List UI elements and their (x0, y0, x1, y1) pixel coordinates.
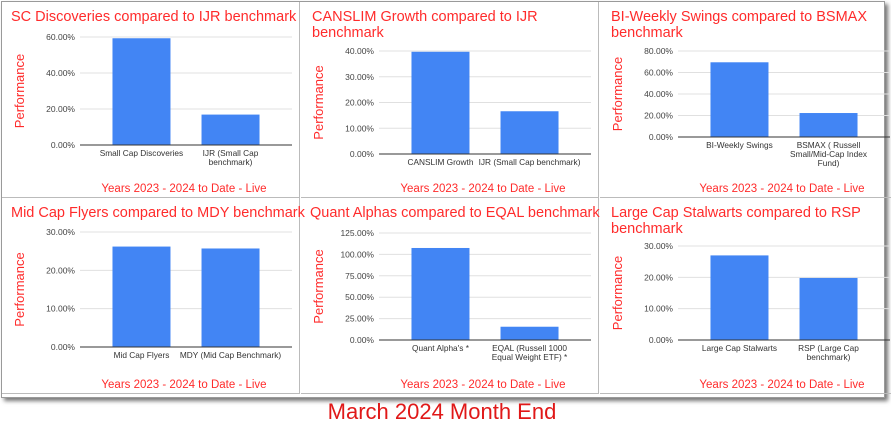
month-end-caption: March 2024 Month End (327, 399, 557, 424)
x-tick-label: CANSLIM Growth (408, 157, 474, 167)
y-tick-label: 75.00% (345, 271, 374, 281)
x-tick-label: MDY (Mid Cap Benchmark) (180, 350, 282, 360)
x-tick-label: EQAL (Russell 1000 (492, 343, 567, 353)
bar (710, 255, 769, 340)
y-tick-label: 80.00% (644, 46, 673, 56)
bar-chart: 0.00% 20.00% 40.00% 60.00% Small Cap Discove… (12, 32, 292, 195)
x-tick-label: benchmark) (209, 157, 253, 167)
x-tick-label: BSMAX ( Russell (797, 140, 861, 150)
y-tick-label: 10.00% (46, 304, 75, 314)
y-tick-label: 60.00% (46, 32, 75, 42)
y-tick-label: 60.00% (644, 68, 673, 78)
chart-panel: 0.00% 10.00% 20.00% 30.00% Large Cap Stalwar… (600, 198, 891, 394)
y-tick-label: 40.00% (345, 46, 374, 56)
y-tick-label: 30.00% (345, 72, 374, 82)
y-axis-label: Performance (610, 256, 625, 330)
y-tick-label: 20.00% (46, 104, 75, 114)
chart-title: Quant Alphas compared to EQAL benchmark (310, 205, 600, 221)
y-tick-label: 0.00% (350, 149, 375, 159)
x-tick-label: Fund) (818, 158, 840, 168)
bar-chart: 0.00% 10.00% 20.00% 30.00% Mid Cap Flyers MDY… (12, 227, 292, 391)
x-axis-label: Years 2023 - 2024 to Date - Live (400, 379, 565, 391)
bar-chart: 0.00% 20.00% 40.00% 60.00% 80.00% BI-Weekly S… (610, 46, 890, 195)
x-axis-label: Years 2023 - 2024 to Date - Live (101, 379, 266, 391)
x-tick-label: benchmark) (807, 352, 851, 362)
bar-chart: 0.00% 25.00% 50.00% 75.00% 100.00% 125.00% Qua… (311, 228, 591, 391)
bar-chart: 0.00% 10.00% 20.00% 30.00% Large Cap Stalwar… (610, 241, 890, 391)
y-tick-label: 0.00% (51, 140, 76, 150)
chart-panel: 0.00% 10.00% 20.00% 30.00% Mid Cap Flyers MDY… (2, 198, 305, 394)
bar (799, 277, 858, 340)
chart-panel: 0.00% 20.00% 40.00% 60.00% Small Cap Discove… (2, 2, 300, 198)
chart-title: CANSLIM Growth compared to IJR benchmark (312, 9, 538, 41)
x-tick-label: RSP (Large Cap (798, 343, 859, 353)
y-tick-label: 30.00% (46, 227, 75, 237)
y-tick-label: 20.00% (644, 272, 673, 282)
bar (201, 114, 260, 145)
y-tick-label: 20.00% (345, 98, 374, 108)
x-tick-label: IJR (Small Cap benchmark) (479, 157, 581, 167)
x-tick-label: BI-Weekly Swings (706, 140, 773, 150)
bar (710, 62, 769, 137)
y-tick-label: 50.00% (345, 292, 374, 302)
chart-title: SC Discoveries compared to IJR benchmark (11, 9, 297, 25)
y-axis-label: Performance (12, 54, 27, 128)
chart-panel: 0.00% 10.00% 20.00% 30.00% 40.00% CANSLIM Gro… (301, 2, 599, 198)
y-tick-label: 0.00% (350, 335, 375, 345)
bar (112, 246, 171, 347)
x-tick-label: Mid Cap Flyers (114, 350, 170, 360)
y-tick-label: 0.00% (51, 342, 76, 352)
x-tick-label: IJR (Small Cap (203, 148, 259, 158)
chart-panel: 0.00% 25.00% 50.00% 75.00% 100.00% 125.00% Qua… (301, 198, 600, 394)
y-tick-label: 0.00% (649, 132, 674, 142)
bar (411, 247, 470, 340)
y-tick-label: 100.00% (340, 249, 374, 259)
bar (500, 326, 559, 340)
bar-chart: 0.00% 10.00% 20.00% 30.00% 40.00% CANSLIM Gro… (311, 46, 591, 195)
chart-title: Mid Cap Flyers compared to MDY benchmark (11, 205, 305, 221)
y-tick-label: 0.00% (649, 335, 674, 345)
x-axis-label: Years 2023 - 2024 to Date - Live (699, 183, 864, 195)
y-tick-label: 30.00% (644, 241, 673, 251)
bar (112, 38, 171, 146)
y-tick-label: 20.00% (46, 265, 75, 275)
x-axis-label: Years 2023 - 2024 to Date - Live (101, 183, 266, 195)
x-tick-label: Quant Alpha's * (412, 343, 470, 353)
x-tick-label: Small Cap Discoveries (100, 148, 183, 158)
y-axis-label: Performance (311, 249, 326, 323)
x-tick-label: Equal Weight ETF) * (492, 352, 568, 362)
chart-title: Large Cap Stalwarts compared to RSP benc… (611, 205, 861, 237)
chart-title: BI-Weekly Swings compared to BSMAX bench… (611, 9, 867, 41)
y-axis-label: Performance (610, 57, 625, 131)
bar (799, 113, 858, 137)
y-axis-label: Performance (311, 65, 326, 139)
y-tick-label: 20.00% (644, 111, 673, 121)
dashboard-frame: 0.00% 20.00% 40.00% 60.00% Small Cap Discove… (1, 1, 891, 398)
bar (500, 111, 559, 154)
x-tick-label: Large Cap Stalwarts (702, 343, 777, 353)
y-tick-label: 40.00% (46, 68, 75, 78)
y-tick-label: 10.00% (345, 123, 374, 133)
y-tick-label: 25.00% (345, 314, 374, 324)
bar (201, 248, 260, 347)
y-tick-label: 125.00% (340, 228, 374, 238)
y-tick-label: 10.00% (644, 304, 673, 314)
chart-panel: 0.00% 20.00% 40.00% 60.00% 80.00% BI-Weekly S… (600, 2, 891, 198)
x-tick-label: Small/Mid-Cap Index (790, 149, 868, 159)
y-tick-label: 40.00% (644, 89, 673, 99)
bar (411, 51, 470, 154)
x-axis-label: Years 2023 - 2024 to Date - Live (400, 183, 565, 195)
x-axis-label: Years 2023 - 2024 to Date - Live (699, 379, 864, 391)
y-axis-label: Performance (12, 252, 27, 326)
